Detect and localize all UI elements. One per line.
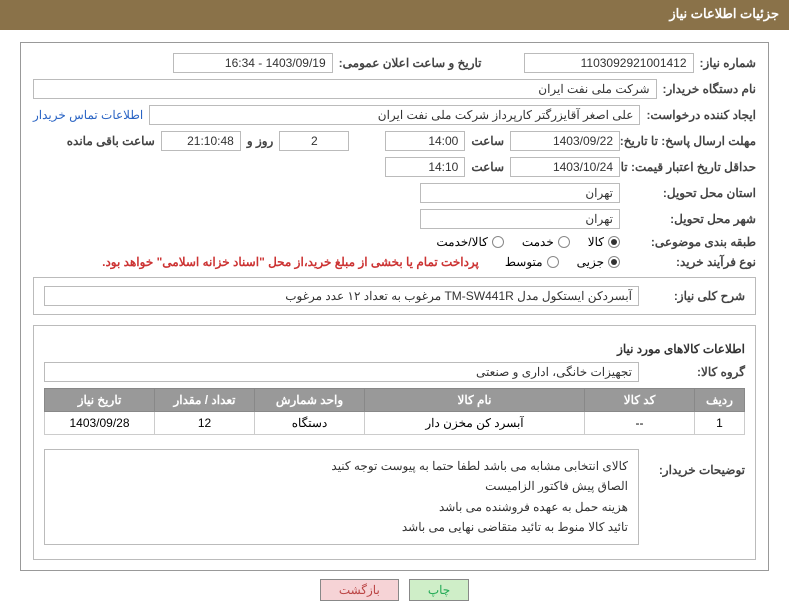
desc-label: شرح کلی نیاز: xyxy=(645,289,745,303)
note-line: هزینه حمل به عهده فروشنده می باشد xyxy=(55,497,628,517)
note-line: کالای انتخابی مشابه می باشد لطفا حتما به… xyxy=(55,456,628,476)
print-button[interactable]: چاپ xyxy=(409,579,469,601)
th-date: تاریخ نیاز xyxy=(45,389,155,412)
note-line: الصاق پیش فاکتور الزامیست xyxy=(55,476,628,496)
radio-dot-goods xyxy=(608,236,620,248)
goods-info-title: اطلاعات کالاهای مورد نیاز xyxy=(44,342,745,356)
creator-label: ایجاد کننده درخواست: xyxy=(646,108,756,122)
min-valid-time: 14:10 xyxy=(385,157,465,177)
desc-value: آبسردکن ایستکول مدل TM-SW441R مرغوب به ت… xyxy=(44,286,639,306)
remaining-label: ساعت باقی مانده xyxy=(67,134,155,148)
th-row: ردیف xyxy=(695,389,745,412)
radio-small[interactable]: جزیی xyxy=(577,255,620,269)
goods-group-value: تجهیزات خانگی، اداری و صنعتی xyxy=(44,362,639,382)
need-no-label: شماره نیاز: xyxy=(700,56,756,70)
province-label: استان محل تحویل: xyxy=(626,186,756,200)
description-box: شرح کلی نیاز: آبسردکن ایستکول مدل TM-SW4… xyxy=(33,277,756,315)
td-date: 1403/09/28 xyxy=(45,412,155,435)
deadline-label: مهلت ارسال پاسخ: تا تاریخ: xyxy=(626,134,756,148)
radio-dot-both xyxy=(492,236,504,248)
deadline-date: 1403/09/22 xyxy=(510,131,620,151)
buyer-notes-box: کالای انتخابی مشابه می باشد لطفا حتما به… xyxy=(44,449,639,545)
radio-dot-service xyxy=(558,236,570,248)
td-code: -- xyxy=(585,412,695,435)
radio-service[interactable]: خدمت xyxy=(522,235,570,249)
min-valid-date: 1403/10/24 xyxy=(510,157,620,177)
th-code: کد کالا xyxy=(585,389,695,412)
need-no-value: 1103092921001412 xyxy=(524,53,694,73)
details-panel: شماره نیاز: 1103092921001412 تاریخ و ساع… xyxy=(20,42,769,571)
min-valid-label: حداقل تاریخ اعتبار قیمت: تا تاریخ: xyxy=(626,160,756,174)
category-radio-group: کالا خدمت کالا/خدمت xyxy=(436,235,620,249)
th-qty: تعداد / مقدار xyxy=(155,389,255,412)
city-label: شهر محل تحویل: xyxy=(626,212,756,226)
hour-label-2: ساعت xyxy=(471,160,504,174)
th-name: نام کالا xyxy=(365,389,585,412)
deadline-time: 14:00 xyxy=(385,131,465,151)
page-title-bar: جزئیات اطلاعات نیاز xyxy=(0,0,789,28)
remaining-time: 21:10:48 xyxy=(161,131,241,151)
buyer-notes-label: توضیحات خریدار: xyxy=(645,443,745,477)
province-value: تهران xyxy=(420,183,620,203)
city-value: تهران xyxy=(420,209,620,229)
td-qty: 12 xyxy=(155,412,255,435)
announce-value: 1403/09/19 - 16:34 xyxy=(173,53,333,73)
radio-dot-medium xyxy=(547,256,559,268)
button-row: چاپ بازگشت xyxy=(0,579,789,601)
days-and-label: روز و xyxy=(247,134,274,148)
goods-info-box: اطلاعات کالاهای مورد نیاز گروه کالا: تجه… xyxy=(33,325,756,560)
purchase-type-label: نوع فرآیند خرید: xyxy=(626,255,756,269)
td-unit: دستگاه xyxy=(255,412,365,435)
purchase-radio-group: جزیی متوسط xyxy=(505,255,620,269)
radio-dot-small xyxy=(608,256,620,268)
goods-group-label: گروه کالا: xyxy=(645,365,745,379)
th-unit: واحد شمارش xyxy=(255,389,365,412)
td-row: 1 xyxy=(695,412,745,435)
creator-value: علی اصغر آقایزرگتر کارپرداز شرکت ملی نفت… xyxy=(149,105,640,125)
hour-label-1: ساعت xyxy=(471,134,504,148)
radio-goods[interactable]: کالا xyxy=(588,235,620,249)
payment-note: پرداخت تمام یا بخشی از مبلغ خرید،از محل … xyxy=(102,255,479,269)
page-title: جزئیات اطلاعات نیاز xyxy=(669,6,779,21)
back-button[interactable]: بازگشت xyxy=(320,579,399,601)
buyer-org-label: نام دستگاه خریدار: xyxy=(663,82,757,96)
buyer-org-value: شرکت ملی نفت ایران xyxy=(33,79,657,99)
table-row: 1 -- آبسرد کن مخزن دار دستگاه 12 1403/09… xyxy=(45,412,745,435)
remaining-days: 2 xyxy=(279,131,349,151)
radio-medium[interactable]: متوسط xyxy=(505,255,559,269)
goods-table: ردیف کد کالا نام کالا واحد شمارش تعداد /… xyxy=(44,388,745,435)
note-line: تائید کالا منوط به تائید متقاضی نهایی می… xyxy=(55,517,628,537)
category-label: طبقه بندی موضوعی: xyxy=(626,235,756,249)
announce-label: تاریخ و ساعت اعلان عمومی: xyxy=(339,56,482,70)
radio-both[interactable]: کالا/خدمت xyxy=(436,235,503,249)
buyer-contact-link[interactable]: اطلاعات تماس خریدار xyxy=(33,108,143,122)
td-name: آبسرد کن مخزن دار xyxy=(365,412,585,435)
